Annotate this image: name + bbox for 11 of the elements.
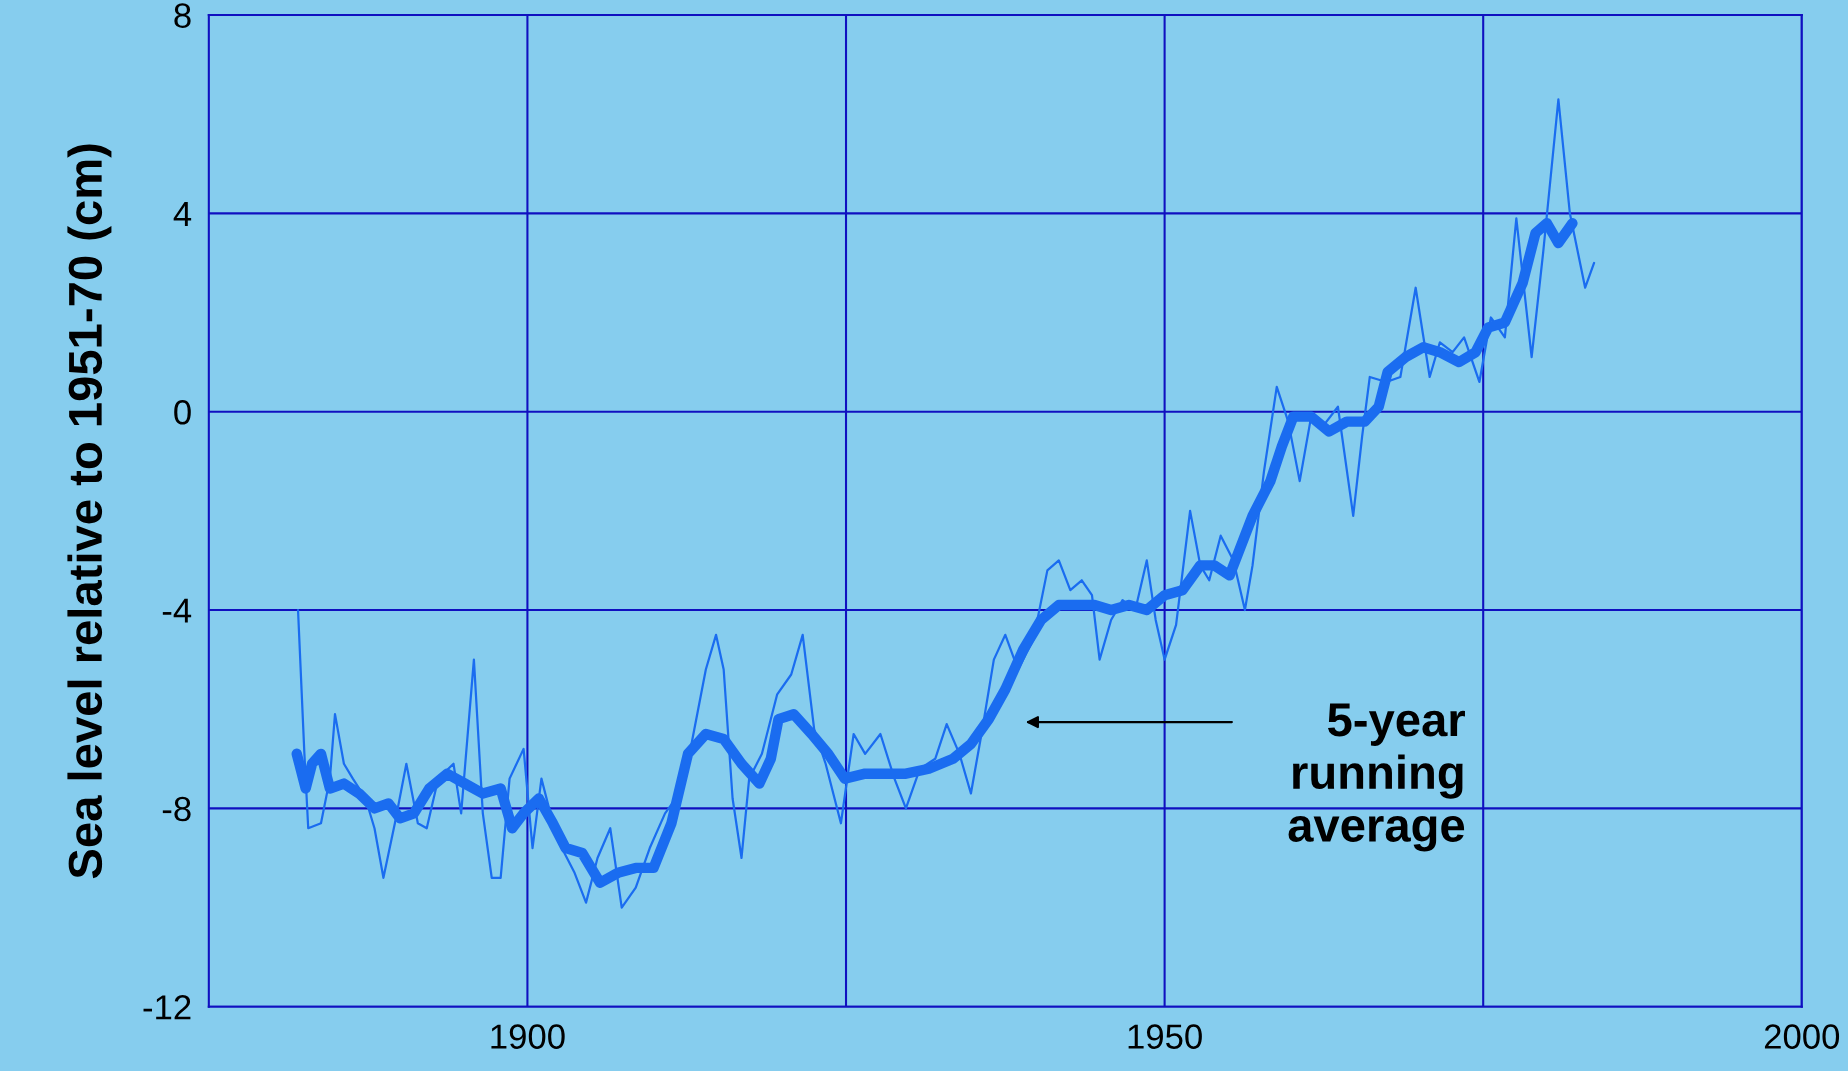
x-tick-label: 1900 [491,1024,565,1049]
annotation: 5-year running average [1288,703,1465,852]
y-tick-label: -8 [162,796,191,822]
x-tick-label: 1950 [1128,1024,1202,1049]
y-axis-title: Sea level relative to 1951-70 (cm) [67,144,112,879]
y-tick-label: -12 [143,995,191,1020]
y-tick-label: 4 [173,202,192,226]
y-tick-label: 0 [174,400,191,425]
y-tick-label: -4 [162,598,192,623]
y-tick-label: 8 [174,3,191,28]
x-tick-label: 2000 [1764,1024,1840,1049]
